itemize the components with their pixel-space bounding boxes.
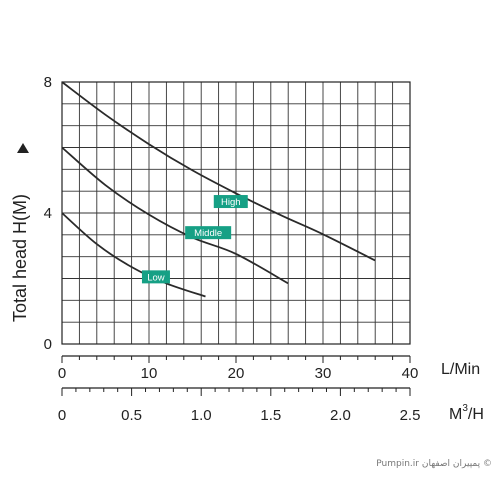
- x-axis-unit-lmin: L/Min: [441, 361, 480, 378]
- curve-label-middle: Middle: [194, 228, 222, 239]
- curve-label-low: Low: [147, 272, 165, 283]
- x2-unit-base: M: [449, 406, 462, 423]
- x2-tick-label: 1.0: [191, 407, 212, 424]
- x2-unit-tail: /H: [468, 406, 484, 423]
- x2-tick-label: 1.5: [260, 407, 281, 424]
- chart-grid: [62, 82, 410, 344]
- x2-tick-label: 2.0: [330, 407, 351, 424]
- x-tick-label: 0: [58, 365, 66, 382]
- curve-high: [61, 81, 376, 262]
- curve-label-box-high: [213, 195, 248, 209]
- curve-label-box-middle: [185, 226, 232, 240]
- x-tick-label: 20: [228, 365, 245, 382]
- curve-middle: [61, 146, 289, 285]
- x2-axis-unit-m3h: M3/H: [449, 403, 484, 423]
- x2-tick-label: 0: [58, 407, 66, 424]
- x2-tick-label: 2.5: [400, 407, 421, 424]
- x-axis-lmin: 0 10 20 30 40: [58, 355, 419, 382]
- y-axis-title: Total head H(M): [10, 194, 30, 322]
- x-tick-label: 30: [315, 365, 332, 382]
- curve-label-high: High: [221, 197, 241, 208]
- y-axis: 0 4 8: [44, 74, 52, 353]
- curve-label-box-low: [141, 270, 170, 284]
- y-tick-label: 8: [44, 74, 52, 91]
- curves: [61, 81, 376, 298]
- curve-labels: High Middle Low: [141, 195, 248, 284]
- watermark: Pumpin.ir پمپیران اصفهان ©: [376, 459, 492, 469]
- x2-unit-sup: 3: [462, 403, 468, 414]
- x2-tick-label: 0.5: [121, 407, 142, 424]
- y-tick-label: 0: [44, 336, 52, 353]
- y-axis-arrow-icon: [17, 143, 29, 153]
- x-tick-label: 40: [402, 365, 419, 382]
- x-tick-label: 10: [141, 365, 158, 382]
- x-axis-m3h: 0 0.5 1.0 1.5 2.0 2.5: [58, 387, 421, 424]
- curve-low: [61, 212, 206, 298]
- y-tick-label: 4: [44, 205, 52, 222]
